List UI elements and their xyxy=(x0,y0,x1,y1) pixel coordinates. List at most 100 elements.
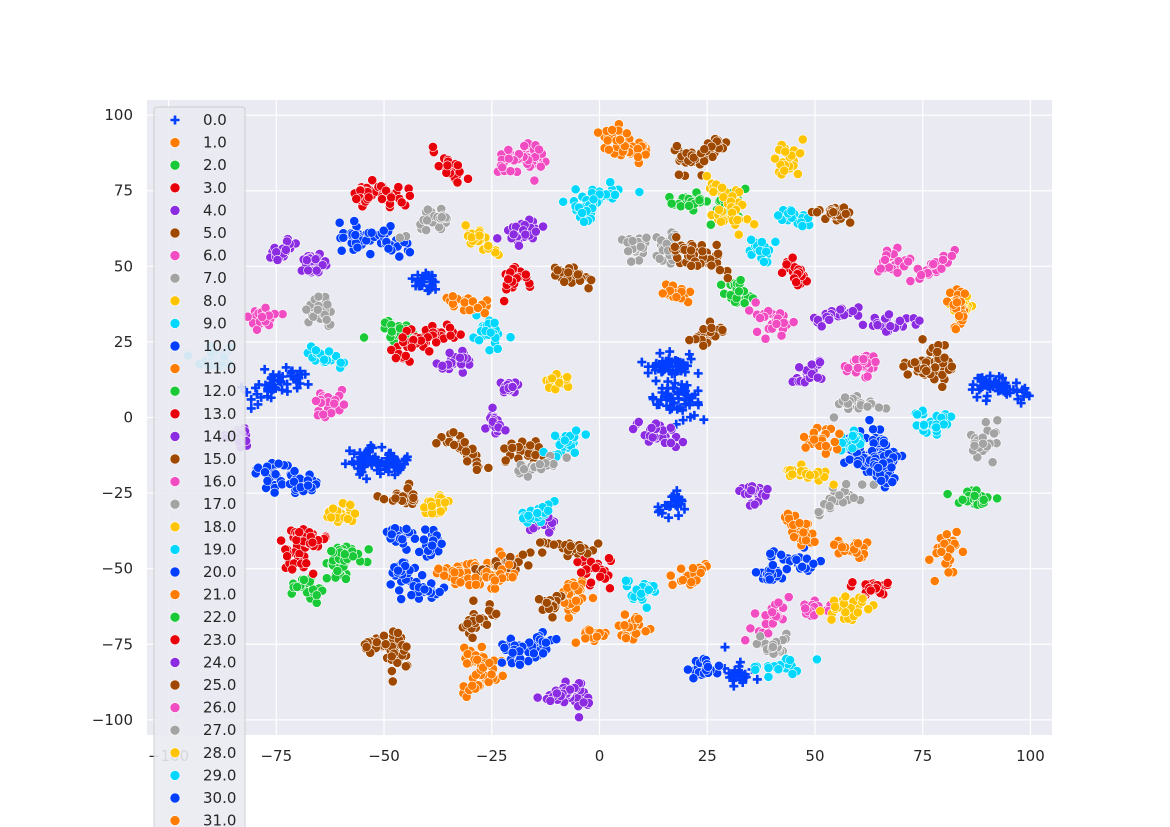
legend-marker xyxy=(169,453,181,465)
data-point xyxy=(847,443,858,454)
data-point xyxy=(715,265,725,276)
data-point xyxy=(847,577,858,588)
data-point-plus xyxy=(287,366,297,376)
data-point xyxy=(958,546,968,557)
legend-marker xyxy=(169,295,181,307)
data-point xyxy=(321,314,332,325)
data-point-plus xyxy=(254,380,264,390)
data-point xyxy=(335,357,346,368)
legend-label: 7.0 xyxy=(203,269,227,287)
data-point xyxy=(876,475,887,486)
legend-label: 23.0 xyxy=(203,631,236,649)
data-point xyxy=(462,618,473,629)
data-point xyxy=(363,544,374,555)
legend-label: 22.0 xyxy=(203,608,236,626)
data-point xyxy=(805,470,815,481)
data-point xyxy=(341,574,351,584)
data-point xyxy=(579,216,589,227)
data-point xyxy=(845,217,856,228)
x-tick-label: 25 xyxy=(698,747,717,765)
data-point xyxy=(646,423,657,433)
data-point xyxy=(688,673,699,684)
data-point xyxy=(794,362,805,373)
legend-marker xyxy=(169,724,181,736)
data-point xyxy=(912,409,923,420)
data-point xyxy=(514,240,524,251)
data-point xyxy=(798,527,809,538)
data-point xyxy=(588,194,599,205)
data-point xyxy=(746,485,757,496)
data-point xyxy=(310,345,321,356)
data-point xyxy=(484,658,495,668)
data-point xyxy=(619,620,630,631)
data-point xyxy=(840,607,851,618)
data-point-plus xyxy=(340,459,350,469)
data-point xyxy=(361,642,372,652)
data-point xyxy=(529,175,540,186)
data-point xyxy=(359,332,369,343)
data-point xyxy=(345,499,356,510)
data-point xyxy=(623,246,634,257)
legend-label: 19.0 xyxy=(203,540,236,558)
data-point xyxy=(528,648,539,659)
data-point xyxy=(688,563,698,573)
data-point xyxy=(541,637,551,648)
data-point xyxy=(760,333,771,344)
data-point xyxy=(287,564,298,575)
data-point xyxy=(565,541,576,552)
data-point xyxy=(873,462,884,473)
data-point xyxy=(909,357,920,368)
data-point xyxy=(843,363,854,373)
data-point xyxy=(402,483,413,494)
data-point xyxy=(535,537,546,548)
data-point xyxy=(352,242,363,253)
legend-label: 30.0 xyxy=(203,789,236,807)
data-point xyxy=(449,440,460,450)
data-point-plus xyxy=(657,356,667,366)
data-point-plus xyxy=(674,511,684,521)
legend-marker xyxy=(169,521,181,533)
data-point xyxy=(787,469,798,480)
data-point xyxy=(858,319,868,330)
data-point xyxy=(262,475,273,486)
data-point-plus xyxy=(655,505,665,515)
data-point xyxy=(435,506,446,517)
data-point xyxy=(694,195,705,206)
legend-label: 28.0 xyxy=(203,744,236,762)
data-point xyxy=(676,563,687,574)
data-point xyxy=(253,462,264,473)
data-point xyxy=(844,454,855,465)
data-point xyxy=(868,424,878,435)
data-point xyxy=(282,551,293,562)
data-point xyxy=(440,497,450,508)
data-point-plus xyxy=(282,386,292,396)
data-point-plus xyxy=(663,389,673,399)
data-point xyxy=(487,402,498,413)
data-point xyxy=(455,577,466,588)
data-point xyxy=(312,304,323,315)
data-point xyxy=(406,342,417,353)
data-point xyxy=(385,579,396,590)
data-point-plus xyxy=(693,400,703,410)
data-point-plus xyxy=(651,376,661,386)
data-point xyxy=(875,263,886,274)
data-point xyxy=(771,318,782,329)
data-point xyxy=(706,260,717,271)
data-point-plus xyxy=(263,386,273,396)
data-point xyxy=(732,215,743,225)
legend-marker xyxy=(169,159,181,171)
data-point xyxy=(615,134,625,145)
data-point xyxy=(862,401,873,412)
legend-marker xyxy=(169,340,181,352)
data-point xyxy=(857,479,868,490)
data-point xyxy=(872,320,883,330)
data-point xyxy=(794,518,805,528)
data-point xyxy=(380,639,391,650)
legend-marker xyxy=(169,634,181,646)
data-point-plus xyxy=(678,415,688,425)
data-point xyxy=(452,160,463,171)
data-point xyxy=(847,430,858,441)
data-point xyxy=(439,570,450,581)
y-tick-label: 100 xyxy=(104,106,133,124)
